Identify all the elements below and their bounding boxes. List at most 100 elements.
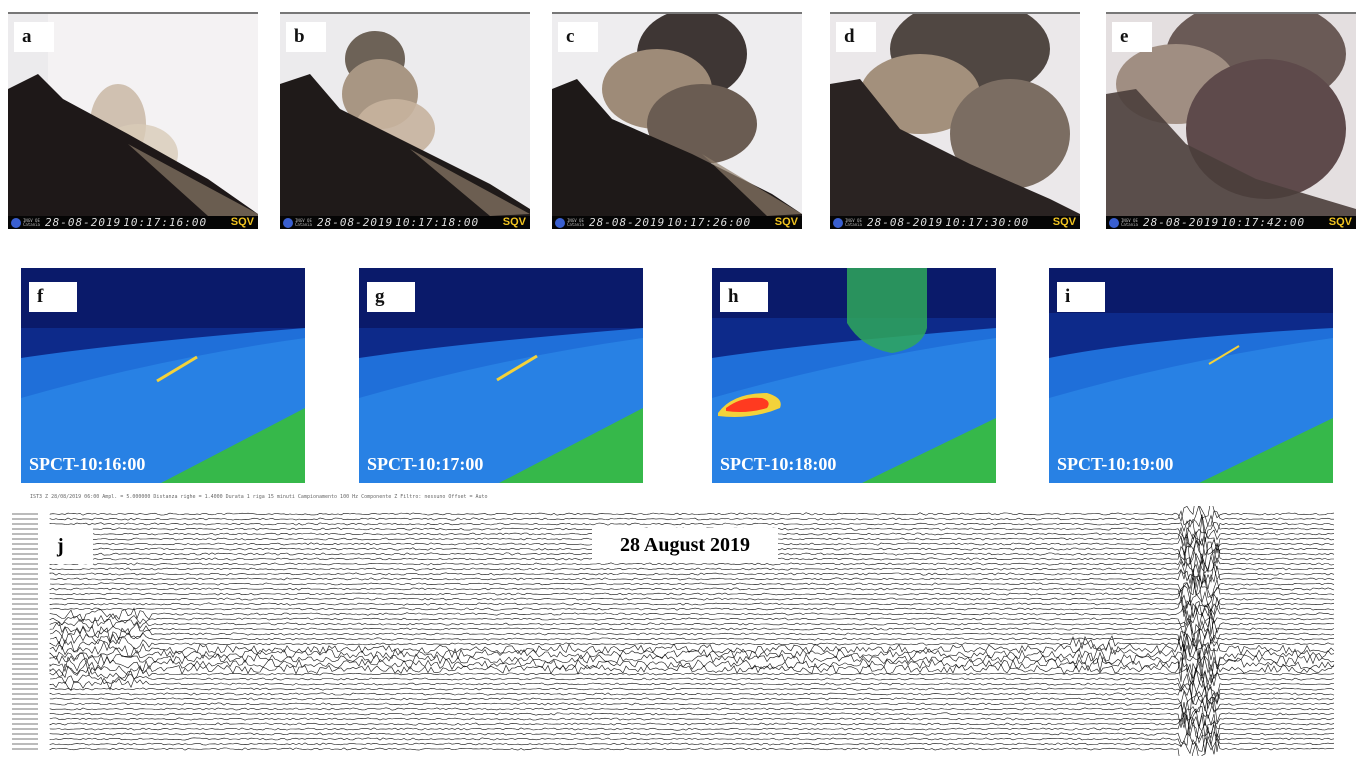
timestamp-time: 10:17:42:00: [1221, 216, 1306, 229]
volcano-scene-image: [552, 14, 802, 216]
seismic-trace: [49, 579, 1335, 613]
row-label-mark: [12, 743, 38, 745]
row-label-mark: [12, 663, 38, 665]
row-label-mark: [12, 603, 38, 605]
timestamp-bar: INGV OE Catania 28-08-2019 10:17:26:00 S…: [552, 216, 802, 229]
thermal-image: [1049, 268, 1333, 483]
timestamp-time: 10:17:30:00: [945, 216, 1030, 229]
volcano-scene-image: [8, 14, 258, 216]
logo-text: INGV OE Catania: [567, 217, 584, 227]
ingv-logo-icon: [1109, 217, 1119, 228]
row-label-mark: [12, 593, 38, 595]
panel-label: b: [286, 22, 326, 52]
seismic-trace: [49, 577, 1335, 607]
thermal-caption: SPCT-10:19:00: [1057, 454, 1174, 474]
seismic-trace: [49, 697, 1335, 730]
seismic-trace: [49, 679, 1335, 717]
row-label-mark: [12, 608, 38, 610]
seismic-trace: [49, 702, 1335, 727]
ingv-logo-icon: [11, 217, 21, 228]
seismic-trace: [49, 604, 1335, 635]
visible-frame-a: a INGV OE Catania 28-08-2019 10:17:16:00…: [8, 12, 258, 229]
panel-label: h: [720, 282, 768, 312]
row-label-mark: [12, 713, 38, 715]
row-label-mark: [12, 643, 38, 645]
station-code: SQV: [502, 216, 526, 228]
thermal-frame-i: i SPCT-10:19:00: [1049, 268, 1333, 483]
visible-frame-e: e INGV OE Catania 28-08-2019 10:17:42:00…: [1106, 12, 1356, 229]
row-label-mark: [12, 708, 38, 710]
row-label-mark: [12, 543, 38, 545]
timestamp-date: 28-08-2019: [1143, 216, 1220, 229]
thermal-frame-f: f SPCT-10:16:00: [21, 268, 305, 483]
row-label-mark: [12, 613, 38, 615]
row-label-mark: [12, 718, 38, 720]
seismic-trace: [49, 667, 1335, 698]
row-label-mark: [12, 673, 38, 675]
station-code: SQV: [230, 216, 254, 228]
row-label-mark: [12, 598, 38, 600]
seismic-trace: [49, 644, 1335, 669]
seismic-trace: [49, 643, 1334, 682]
seismic-trace: [49, 649, 1335, 683]
timestamp-date: 28-08-2019: [589, 216, 666, 229]
row-label-mark: [12, 548, 38, 550]
row-label-mark: [12, 723, 38, 725]
row-label-mark: [12, 738, 38, 740]
logo-text: INGV OE Catania: [23, 217, 40, 227]
timestamp-bar: INGV OE Catania 28-08-2019 10:17:42:00 S…: [1106, 216, 1356, 229]
thermal-image: [359, 268, 643, 483]
row-label-mark: [12, 578, 38, 580]
seismic-trace: [49, 593, 1335, 618]
row-label-mark: [12, 618, 38, 620]
seismic-trace: [49, 506, 1334, 527]
seismic-trace: [49, 610, 1335, 645]
row-label-mark: [12, 658, 38, 660]
seismic-trace: [49, 731, 1335, 756]
row-label-mark: [12, 623, 38, 625]
thermal-caption: SPCT-10:17:00: [367, 454, 484, 474]
seismic-trace: [49, 661, 1335, 691]
row-label-mark: [12, 588, 38, 590]
timestamp-date: 28-08-2019: [867, 216, 944, 229]
panel-label: c: [558, 22, 598, 52]
seismic-trace: [49, 713, 1335, 739]
ingv-logo-icon: [555, 217, 565, 228]
row-label-mark: [12, 523, 38, 525]
row-label-mark: [12, 703, 38, 705]
thermal-caption: SPCT-10:16:00: [29, 454, 146, 474]
timestamp-time: 10:17:18:00: [395, 216, 480, 229]
seismic-trace: [49, 575, 1335, 598]
timestamp-date: 28-08-2019: [45, 216, 122, 229]
row-label-mark: [12, 538, 38, 540]
row-label-mark: [12, 698, 38, 700]
row-label-mark: [12, 533, 38, 535]
panel-label: g: [367, 282, 415, 312]
row-label-mark: [12, 683, 38, 685]
timestamp-time: 10:17:16:00: [123, 216, 208, 229]
seismogram-header: IST3 Z 28/08/2019 06:00 Ampl. = 5.000000…: [30, 494, 488, 500]
seismic-trace: [49, 642, 1335, 680]
panel-label: j: [47, 528, 93, 564]
row-label-mark: [12, 733, 38, 735]
row-label-mark: [12, 748, 38, 750]
row-label-mark: [12, 638, 38, 640]
seismic-trace: [49, 614, 1335, 635]
seismic-trace: [49, 565, 1335, 590]
seismogram-title: 28 August 2019: [592, 528, 778, 562]
row-label-mark: [12, 563, 38, 565]
timestamp-date: 28-08-2019: [317, 216, 394, 229]
panel-label: a: [14, 22, 54, 52]
visible-frame-c: c INGV OE Catania 28-08-2019 10:17:26:00…: [552, 12, 802, 229]
seismic-trace: [49, 553, 1335, 584]
seismic-trace: [49, 685, 1335, 718]
seismic-trace: [49, 726, 1335, 755]
seismic-trace: [49, 514, 1335, 534]
thermal-frame-h: h SPCT-10:18:00: [712, 268, 996, 483]
panel-label: f: [29, 282, 77, 312]
volcano-scene-image: [280, 14, 530, 216]
timestamp-bar: INGV OE Catania 28-08-2019 10:17:18:00 S…: [280, 216, 530, 229]
row-label-mark: [12, 583, 38, 585]
row-label-mark: [12, 513, 38, 515]
row-label-mark: [12, 528, 38, 530]
